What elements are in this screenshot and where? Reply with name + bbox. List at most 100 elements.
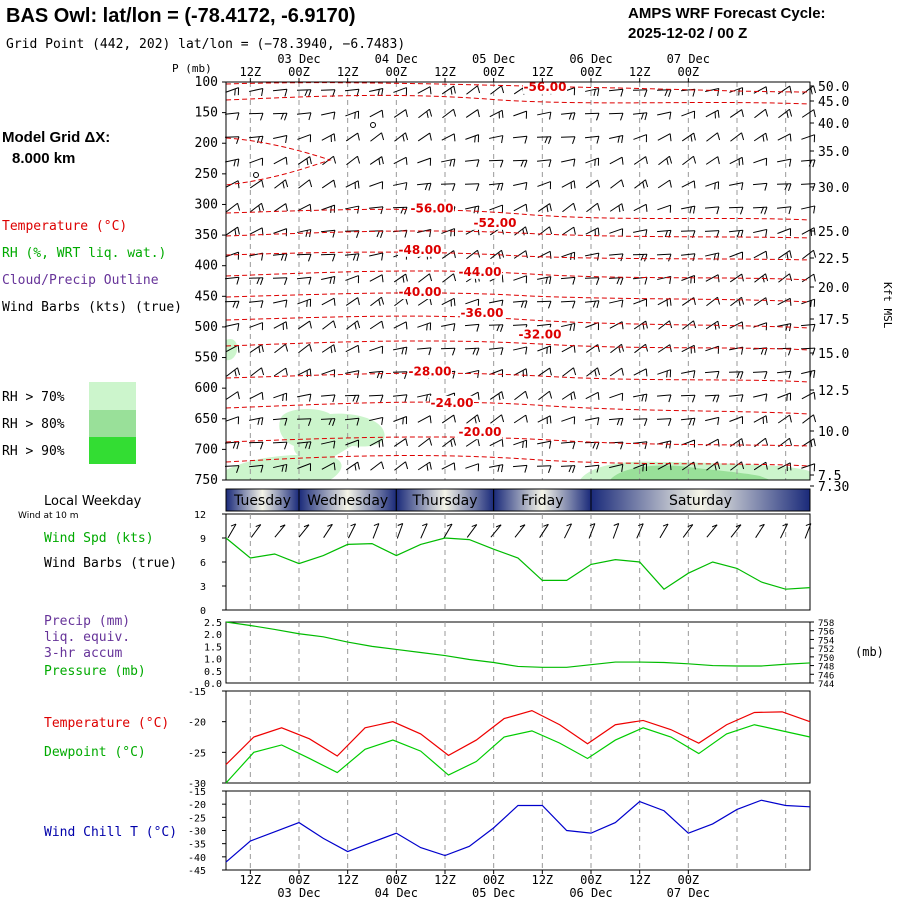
wind-barb-flag xyxy=(570,393,573,401)
wind-barb-flag xyxy=(452,371,456,379)
wind-barb-flag xyxy=(572,136,576,144)
wind-barb-flag xyxy=(717,132,721,141)
wind-barb-flag xyxy=(593,89,596,96)
wind-barb-flag xyxy=(621,299,624,308)
surface-wind-barb xyxy=(250,524,262,538)
surface-wind-barb xyxy=(396,523,404,539)
wind-barb-flag xyxy=(789,109,793,117)
bottom-hour-label: 12Z xyxy=(239,873,261,887)
bottom-hour-label: 00Z xyxy=(677,873,699,887)
temperature-contour xyxy=(225,251,811,261)
wind-barb xyxy=(633,320,647,330)
wind-barb-flag xyxy=(594,159,596,166)
wind-spd-label: Wind Spd (kts) xyxy=(44,531,154,546)
wind-barb xyxy=(490,414,502,424)
wind-barb-flag xyxy=(549,441,552,449)
wind-barb xyxy=(466,414,478,424)
wind-barb xyxy=(345,110,359,117)
wind-barb xyxy=(730,461,742,471)
wind-barb xyxy=(441,462,455,470)
wind-at-10m-label: Wind at 10 m xyxy=(18,511,78,521)
wind-barb-flag xyxy=(645,368,648,377)
wind-barb-flag xyxy=(764,347,768,356)
wind-barb-flag xyxy=(258,205,261,212)
wind-barb xyxy=(272,277,288,279)
wind-barb-flag xyxy=(525,182,528,190)
wind-barb xyxy=(753,415,767,423)
wind-barb xyxy=(249,227,263,235)
surface-wind-barb-flag xyxy=(255,524,261,528)
wind-barb xyxy=(536,323,552,327)
wind-barb xyxy=(274,343,286,354)
top-hour-label: 12Z xyxy=(337,65,359,79)
top-hour-label: 12Z xyxy=(239,65,261,79)
wind-barb-flag xyxy=(453,438,457,446)
wind-barb-flag xyxy=(476,324,480,332)
contour-label-bg xyxy=(408,364,452,379)
wind-barb-flag xyxy=(332,394,336,403)
wind-barb-flag xyxy=(330,346,333,354)
contour-label: -56.00 xyxy=(411,202,454,216)
wind-barb xyxy=(656,89,672,91)
wind-barb-flag xyxy=(357,297,360,306)
wind-barb xyxy=(586,202,598,213)
wind-barb xyxy=(729,182,743,186)
wind-barb-flag xyxy=(256,136,260,144)
bottom-hour-label: 12Z xyxy=(434,873,456,887)
wind-barb xyxy=(705,320,719,330)
wind-barb xyxy=(441,297,455,306)
wind-barb-flag xyxy=(813,250,817,258)
wind-barb xyxy=(752,206,768,209)
rh90-label: RH > 90% xyxy=(2,444,65,459)
wind-barb-flag xyxy=(284,89,288,97)
pressure-ytick-label: 750 xyxy=(818,654,834,664)
wind-barb-flag xyxy=(741,182,744,191)
wind-barb-flag xyxy=(620,418,624,426)
pressure-axis-title: P (mb) xyxy=(172,62,212,75)
wind-barb-flag xyxy=(453,298,456,306)
wind-barb xyxy=(225,416,239,422)
wind-barb-flag xyxy=(522,228,525,236)
wind-barb xyxy=(368,370,384,374)
wind-barb xyxy=(225,158,239,163)
contour-label: -48.00 xyxy=(399,243,442,257)
wind-barb xyxy=(658,320,670,330)
wind-barb xyxy=(608,112,624,115)
pressure-tick-label: 350 xyxy=(195,228,218,243)
bottom-hour-label: 00Z xyxy=(385,873,407,887)
wind-barb xyxy=(488,324,504,326)
wind-barb-flag xyxy=(717,439,720,447)
wind-barb xyxy=(297,298,311,305)
surface-wind-barb-flag xyxy=(735,524,742,528)
surface-wind-barb xyxy=(372,523,380,539)
wind-barb-flag xyxy=(693,345,696,353)
wind-barb-flag xyxy=(760,348,764,355)
wind-barb-flag xyxy=(714,182,716,190)
wind-barb xyxy=(609,392,623,399)
wind-barb-flag xyxy=(741,157,744,165)
contour-label-bg xyxy=(410,201,454,216)
wind-barb-flag xyxy=(741,132,745,141)
wind-barb xyxy=(321,204,335,211)
top-hour-label: 12Z xyxy=(434,65,456,79)
wind-barb xyxy=(441,85,455,95)
temperature-contour xyxy=(225,230,811,239)
wind-barb-flag xyxy=(285,368,288,376)
wind-barb-flag xyxy=(693,297,696,305)
wind-barb xyxy=(537,367,551,377)
rh-patch-lower-left xyxy=(226,454,342,480)
wind-barb-flag xyxy=(616,418,620,426)
wind-barb xyxy=(296,418,312,420)
surface-wind-barb xyxy=(466,524,478,538)
wind-barb xyxy=(705,345,719,352)
wind-barb-flag xyxy=(620,277,624,285)
surface-wind-barb xyxy=(298,524,310,538)
wind-barb-flag xyxy=(405,438,408,446)
wind-barb-flag xyxy=(477,205,480,214)
wind-barb-flag xyxy=(453,414,456,423)
wind-barb xyxy=(561,180,575,188)
top-hour-label: 00Z xyxy=(580,65,602,79)
wind-barb-flag xyxy=(333,133,336,142)
surface-wind-barb-flag xyxy=(589,523,596,527)
wind-barb-flag xyxy=(716,395,720,403)
